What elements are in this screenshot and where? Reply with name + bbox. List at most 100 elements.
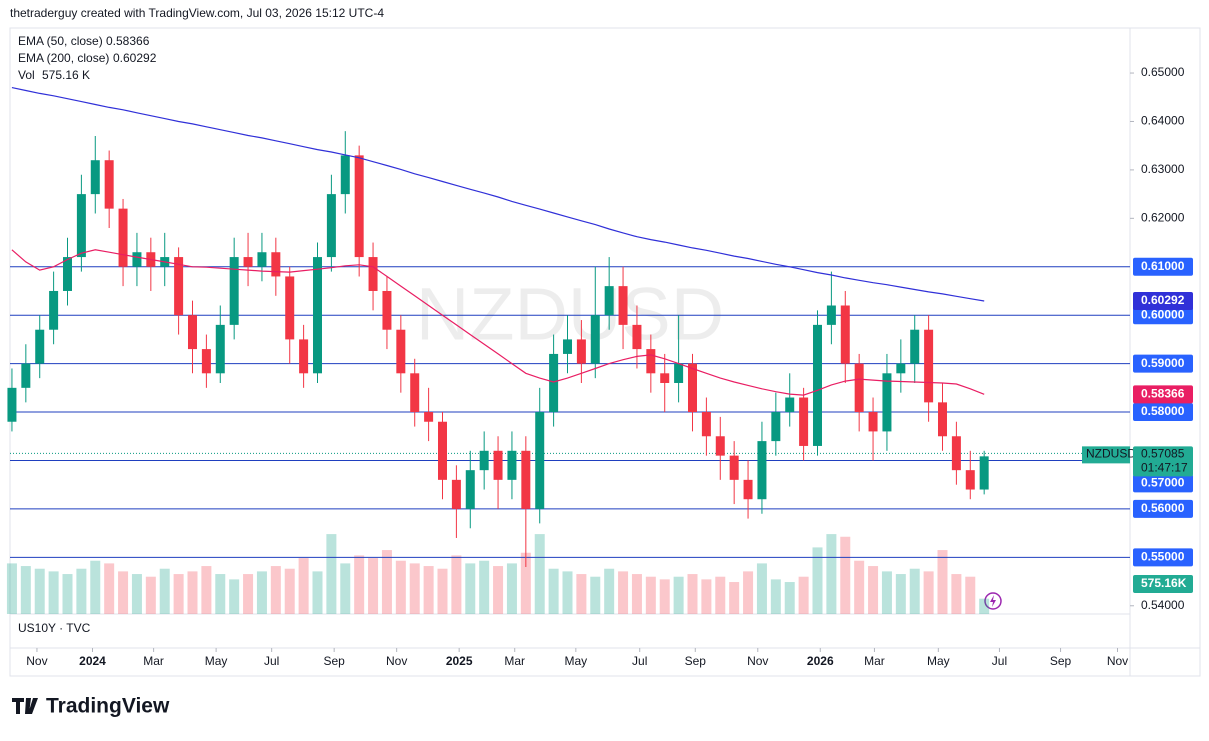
volume-bar — [90, 560, 101, 614]
volume-bar — [201, 566, 212, 614]
candle-body — [646, 349, 656, 374]
candle-body — [7, 387, 17, 422]
volume-bar — [826, 534, 837, 614]
candle-body — [21, 363, 31, 388]
volume-bar — [576, 574, 587, 614]
brand: TradingView — [46, 695, 170, 718]
volume-bar — [243, 574, 254, 614]
frame — [9, 27, 1201, 677]
candle-body — [549, 353, 559, 413]
candle-body — [576, 339, 586, 364]
volume-bar — [479, 560, 490, 614]
x-tick-label: Nov — [386, 654, 407, 668]
candle-body — [63, 257, 72, 291]
candle-body — [910, 329, 920, 364]
volume-bar — [923, 571, 934, 614]
volume-bar — [951, 574, 962, 614]
candle-body — [604, 286, 614, 316]
volume-bar — [965, 576, 976, 614]
candle-body — [313, 257, 322, 374]
volume-bar — [62, 574, 73, 614]
candle-body — [49, 290, 59, 330]
volume-bar — [881, 571, 892, 614]
candle-body — [104, 160, 114, 209]
volume-bar — [159, 568, 170, 614]
lower-pane-label: US10Y · TVC — [18, 621, 91, 635]
volume-bar — [229, 579, 240, 614]
candle-body — [229, 257, 239, 325]
candle-body — [410, 373, 420, 413]
x-tick-label: Nov — [26, 654, 47, 668]
volume-bar — [979, 598, 990, 614]
candle-body — [563, 339, 572, 354]
volume-bar — [34, 568, 45, 614]
candle-body — [479, 450, 489, 471]
candle-body — [743, 479, 753, 500]
x-tick-label: 2025 — [446, 654, 473, 668]
candle-body — [590, 315, 600, 364]
logo: TradingView — [12, 695, 170, 718]
candle-body — [896, 363, 906, 374]
alert-icon — [984, 592, 1002, 610]
volume-bar — [895, 574, 906, 614]
candle-body — [799, 397, 809, 446]
volume-bar — [326, 534, 337, 614]
candle-body — [771, 412, 781, 442]
volume-bar — [465, 563, 476, 614]
volume-bar — [812, 547, 823, 614]
volume-bar — [604, 568, 615, 614]
volume-bar — [187, 571, 198, 614]
ema200-line — [11, 87, 985, 302]
volume-bar — [534, 534, 545, 614]
x-tick-label: May — [205, 654, 228, 668]
ema50-line — [11, 249, 985, 396]
hline-label: 0.56000 — [1141, 501, 1185, 515]
volume-bar — [173, 574, 184, 614]
candle-body — [813, 324, 822, 446]
hline-label-box — [1133, 306, 1193, 325]
candle-body — [868, 412, 878, 432]
volume-bar — [368, 558, 379, 614]
x-tick-label: 2026 — [807, 654, 834, 668]
candle-body — [618, 286, 628, 325]
hline-label-box — [1133, 548, 1193, 567]
candle-body — [35, 329, 45, 364]
candle-body — [451, 479, 461, 509]
legend-name: EMA (200, close) — [18, 51, 109, 65]
volume-bar — [590, 576, 601, 614]
candle-body — [965, 470, 975, 490]
alert-bolt — [990, 595, 996, 607]
candle-body — [938, 402, 947, 437]
candle-body — [493, 450, 503, 480]
countdown: 01:47:17 — [1141, 461, 1188, 475]
candle-body — [340, 155, 350, 195]
candle-body — [188, 315, 197, 350]
volume-bar — [937, 550, 948, 614]
volume-bar — [687, 574, 698, 614]
y-tick-label: 0.64000 — [1141, 114, 1185, 128]
ema200-axis-box — [1133, 292, 1193, 311]
x-tick-label: Nov — [747, 654, 768, 668]
symbol-box — [1082, 446, 1130, 464]
x-tick-label: May — [564, 654, 587, 668]
candle-body — [285, 276, 295, 340]
candle-body — [201, 349, 211, 374]
x-tick-label: Sep — [1050, 654, 1072, 668]
last-price-box — [1133, 446, 1193, 477]
hline-label: 0.60000 — [1141, 307, 1185, 321]
volume-bar — [909, 568, 920, 614]
volume-bar — [631, 574, 642, 614]
volume-bar — [20, 566, 31, 614]
volume-bar — [645, 576, 656, 614]
hline-label: 0.58000 — [1141, 404, 1185, 418]
candle-body — [424, 412, 434, 422]
y-tick-label: 0.63000 — [1141, 162, 1185, 176]
volume-bar — [868, 566, 879, 614]
candle-body — [951, 436, 961, 471]
candle-body — [979, 456, 989, 490]
candle-body — [674, 363, 684, 383]
volume-bar — [451, 555, 462, 614]
candle-body — [688, 363, 697, 413]
candle-body — [118, 208, 128, 267]
